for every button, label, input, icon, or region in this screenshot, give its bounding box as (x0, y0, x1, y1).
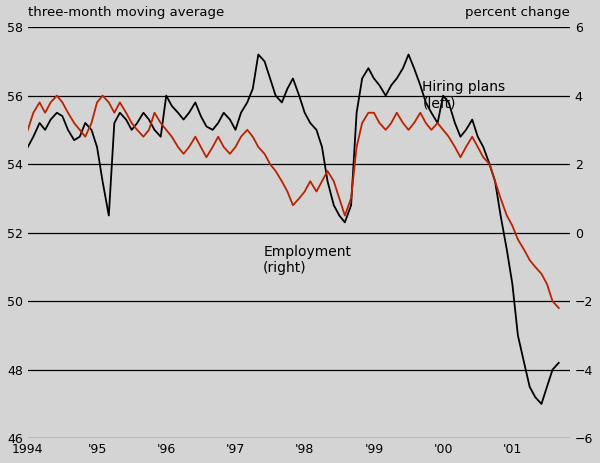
Text: Hiring plans
(left): Hiring plans (left) (422, 81, 506, 111)
Text: percent change: percent change (465, 6, 570, 19)
Text: three-month moving average: three-month moving average (28, 6, 224, 19)
Text: Employment
(right): Employment (right) (263, 245, 351, 275)
